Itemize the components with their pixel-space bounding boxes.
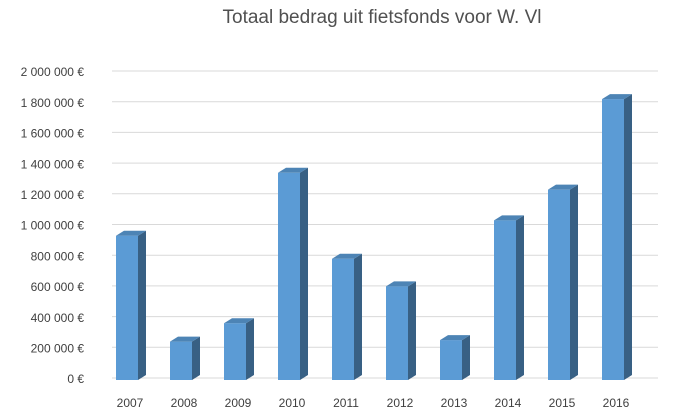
x-tick-label: 2007 (117, 396, 144, 410)
bar-side (138, 230, 146, 380)
x-tick-label: 2011 (333, 396, 359, 410)
y-tick-label: 200 000 € (31, 341, 85, 355)
x-tick-label: 2009 (225, 396, 252, 410)
bar-side (516, 215, 524, 380)
y-tick-label: 2 000 000 € (21, 65, 85, 79)
bar-top (224, 318, 254, 324)
y-tick-label: 1 800 000 € (21, 96, 85, 110)
bar (224, 323, 246, 380)
y-tick-label: 1 400 000 € (21, 157, 85, 171)
x-tick-label: 2014 (495, 396, 522, 410)
x-tick-label: 2008 (171, 396, 198, 410)
bar (116, 235, 138, 380)
bar (548, 189, 570, 380)
bar (170, 341, 192, 380)
x-tick-label: 2015 (549, 396, 576, 410)
x-tick-label: 2012 (387, 396, 414, 410)
y-tick-label: 0 € (67, 372, 84, 386)
y-tick-label: 1 000 000 € (21, 219, 85, 233)
bar-top (494, 215, 524, 221)
bar (440, 340, 462, 380)
bar-side (624, 94, 632, 380)
bar-top (332, 253, 362, 259)
bar (278, 172, 300, 380)
bar (602, 99, 624, 380)
bar-top (386, 281, 416, 287)
y-tick-label: 600 000 € (31, 280, 85, 294)
bar-side (408, 281, 416, 380)
bar (386, 286, 408, 380)
bar-side (570, 184, 578, 380)
y-tick-label: 400 000 € (31, 311, 85, 325)
bar-side (192, 336, 200, 380)
bar-side (354, 253, 362, 380)
y-tick-label: 1 600 000 € (21, 127, 85, 141)
y-tick-label: 1 200 000 € (21, 188, 85, 202)
bar-side (462, 335, 470, 380)
chart-title: Totaal bedrag uit fietsfonds voor W. Vl (223, 7, 542, 28)
bar (332, 258, 354, 380)
bar-top (116, 230, 146, 236)
x-tick-label: 2013 (441, 396, 468, 410)
bar-top (278, 167, 308, 173)
bar-side (300, 167, 308, 380)
bar-top (548, 184, 578, 190)
bar-top (440, 335, 470, 341)
x-tick-label: 2016 (603, 396, 630, 410)
x-tick-label: 2010 (279, 396, 306, 410)
bar (494, 220, 516, 380)
bar-top (602, 94, 632, 100)
bar-top (170, 336, 200, 342)
y-tick-label: 800 000 € (31, 249, 85, 263)
bar-side (246, 318, 254, 380)
